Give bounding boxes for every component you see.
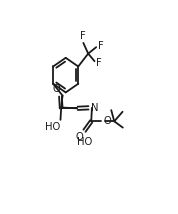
- Text: F: F: [98, 41, 104, 51]
- Text: O: O: [103, 116, 111, 126]
- Text: O: O: [76, 132, 83, 142]
- Text: O: O: [53, 84, 60, 94]
- Text: HO: HO: [44, 122, 60, 132]
- Text: HO: HO: [77, 137, 92, 147]
- Text: N: N: [91, 103, 98, 113]
- Text: F: F: [96, 58, 101, 68]
- Text: F: F: [80, 31, 85, 41]
